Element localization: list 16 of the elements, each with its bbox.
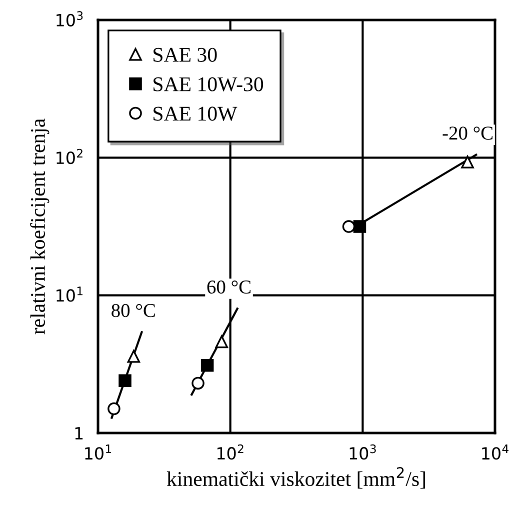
x-axis-title: kinematički viskozitet [mm$^{2}$/s] [166, 467, 425, 489]
x-tick-label: 10$^{2}$ [217, 444, 244, 460]
y-tick-label: 10$^{3}$ [56, 11, 83, 26]
legend-label: SAE 10W-30 [154, 77, 264, 92]
legend-label: SAE 30 [154, 48, 217, 62]
y-tick-label: 1 [75, 427, 83, 440]
annotation: -20 °C [442, 126, 492, 140]
y-axis-title: relativni koeficijent trenja [30, 118, 50, 334]
x-tick-label: 10$^{4}$ [482, 444, 508, 460]
x-tick-label: 10$^{3}$ [350, 444, 376, 460]
y-tick-label: 10$^{2}$ [56, 148, 82, 164]
y-tick-label: 10$^{1}$ [56, 286, 82, 302]
x-tick-label: 10$^{1}$ [85, 444, 112, 460]
annotation: 80 °C [112, 304, 155, 318]
legend-label: SAE 10W [154, 106, 238, 121]
annotation: 60 °C [207, 280, 250, 294]
